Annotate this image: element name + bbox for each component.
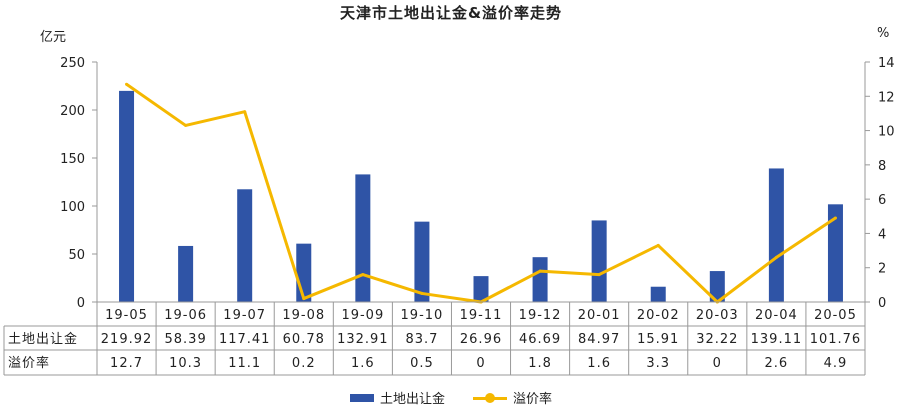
data-label: 10.3 (169, 356, 202, 371)
x-tick-label: 19-12 (519, 308, 562, 323)
data-label: 0 (476, 356, 485, 371)
data-label: 46.69 (519, 332, 561, 347)
bar (591, 220, 607, 302)
bar (709, 271, 725, 302)
data-label: 101.76 (810, 332, 862, 347)
data-label: 11.1 (228, 356, 261, 371)
legend-line-swatch (473, 392, 507, 403)
bar (414, 221, 430, 302)
data-label: 58.39 (165, 332, 207, 347)
table-row-header: 溢价率 (8, 355, 50, 371)
data-label: 32.22 (696, 332, 738, 347)
y-left-tick-label: 150 (60, 152, 85, 167)
y-right-tick-label: 8 (878, 159, 886, 174)
x-tick-label: 19-10 (401, 308, 444, 323)
data-label: 139.11 (751, 332, 803, 347)
y-right-tick-label: 10 (878, 125, 895, 140)
data-label: 15.91 (637, 332, 679, 347)
x-tick-label: 20-02 (637, 308, 680, 323)
bar (650, 286, 666, 302)
bar (768, 168, 784, 302)
line-point (420, 291, 424, 295)
bar (827, 204, 843, 302)
data-label: 4.9 (824, 356, 848, 371)
x-tick-label: 19-09 (341, 308, 384, 323)
y-left-tick-label: 100 (60, 200, 85, 215)
data-label: 12.7 (110, 356, 143, 371)
data-label: 1.6 (587, 356, 611, 371)
x-tick-label: 20-03 (696, 308, 739, 323)
legend-item-land-revenue: 土地出让金 (349, 388, 445, 407)
bar (532, 257, 548, 302)
legend-label-land-revenue: 土地出让金 (379, 392, 445, 407)
legend-label-premium-rate: 溢价率 (513, 392, 553, 407)
bar (296, 243, 312, 302)
line-point (833, 216, 837, 220)
bar (473, 276, 489, 302)
y-right-tick-label: 14 (878, 56, 895, 71)
y-left-tick-label: 50 (68, 248, 85, 263)
y-left-tick-label: 0 (77, 296, 85, 311)
data-label: 0.2 (292, 356, 316, 371)
x-tick-label: 20-04 (755, 308, 798, 323)
x-tick-label: 19-06 (164, 308, 207, 323)
legend-item-premium-rate: 溢价率 (473, 388, 552, 407)
line-point (774, 255, 778, 259)
data-label: 132.91 (337, 332, 389, 347)
line-point (125, 82, 129, 86)
chart-title: 天津市土地出让金&溢价率走势 (339, 4, 563, 22)
data-label: 3.3 (646, 356, 670, 371)
bar (119, 90, 135, 302)
data-label: 1.8 (528, 356, 552, 371)
x-tick-label: 19-11 (460, 308, 503, 323)
y-right-tick-label: 12 (878, 90, 895, 105)
x-tick-label: 19-08 (282, 308, 325, 323)
data-label: 60.78 (283, 332, 325, 347)
table-row-header: 土地出让金 (8, 331, 78, 347)
x-tick-label: 20-01 (578, 308, 621, 323)
y-right-tick-label: 6 (878, 193, 886, 208)
x-tick-label: 19-07 (223, 308, 266, 323)
data-label: 84.97 (578, 332, 620, 347)
line-point (538, 269, 542, 273)
data-label: 0 (713, 356, 722, 371)
x-tick-label: 19-05 (105, 308, 148, 323)
line-point (302, 297, 306, 301)
legend: 土地出让金 溢价率 (0, 388, 902, 407)
y-right-tick-label: 4 (878, 227, 886, 242)
line-point (243, 110, 247, 114)
line-point (184, 123, 188, 127)
y-axis-left-unit: 亿元 (40, 30, 67, 45)
bar (355, 174, 371, 302)
data-label: 0.5 (410, 356, 434, 371)
line-point (361, 273, 365, 277)
y-left-tick-label: 200 (60, 104, 85, 119)
y-right-tick-label: 2 (878, 262, 886, 277)
line-series-premium-rate (125, 83, 837, 304)
data-label: 83.7 (405, 332, 438, 347)
legend-bar-swatch (349, 393, 374, 402)
x-tick-label: 20-05 (814, 308, 857, 323)
data-label: 219.92 (101, 332, 153, 347)
y-left-tick-label: 250 (60, 56, 85, 71)
data-label: 26.96 (460, 332, 502, 347)
y-axis-right-unit: % (877, 26, 890, 41)
data-label: 1.6 (351, 356, 375, 371)
bar (178, 245, 194, 302)
line-point (656, 243, 660, 247)
y-right-tick-label: 0 (878, 296, 886, 311)
data-label: 117.41 (219, 332, 271, 347)
bar (237, 189, 253, 302)
line-point (597, 273, 601, 277)
data-label: 2.6 (765, 356, 789, 371)
